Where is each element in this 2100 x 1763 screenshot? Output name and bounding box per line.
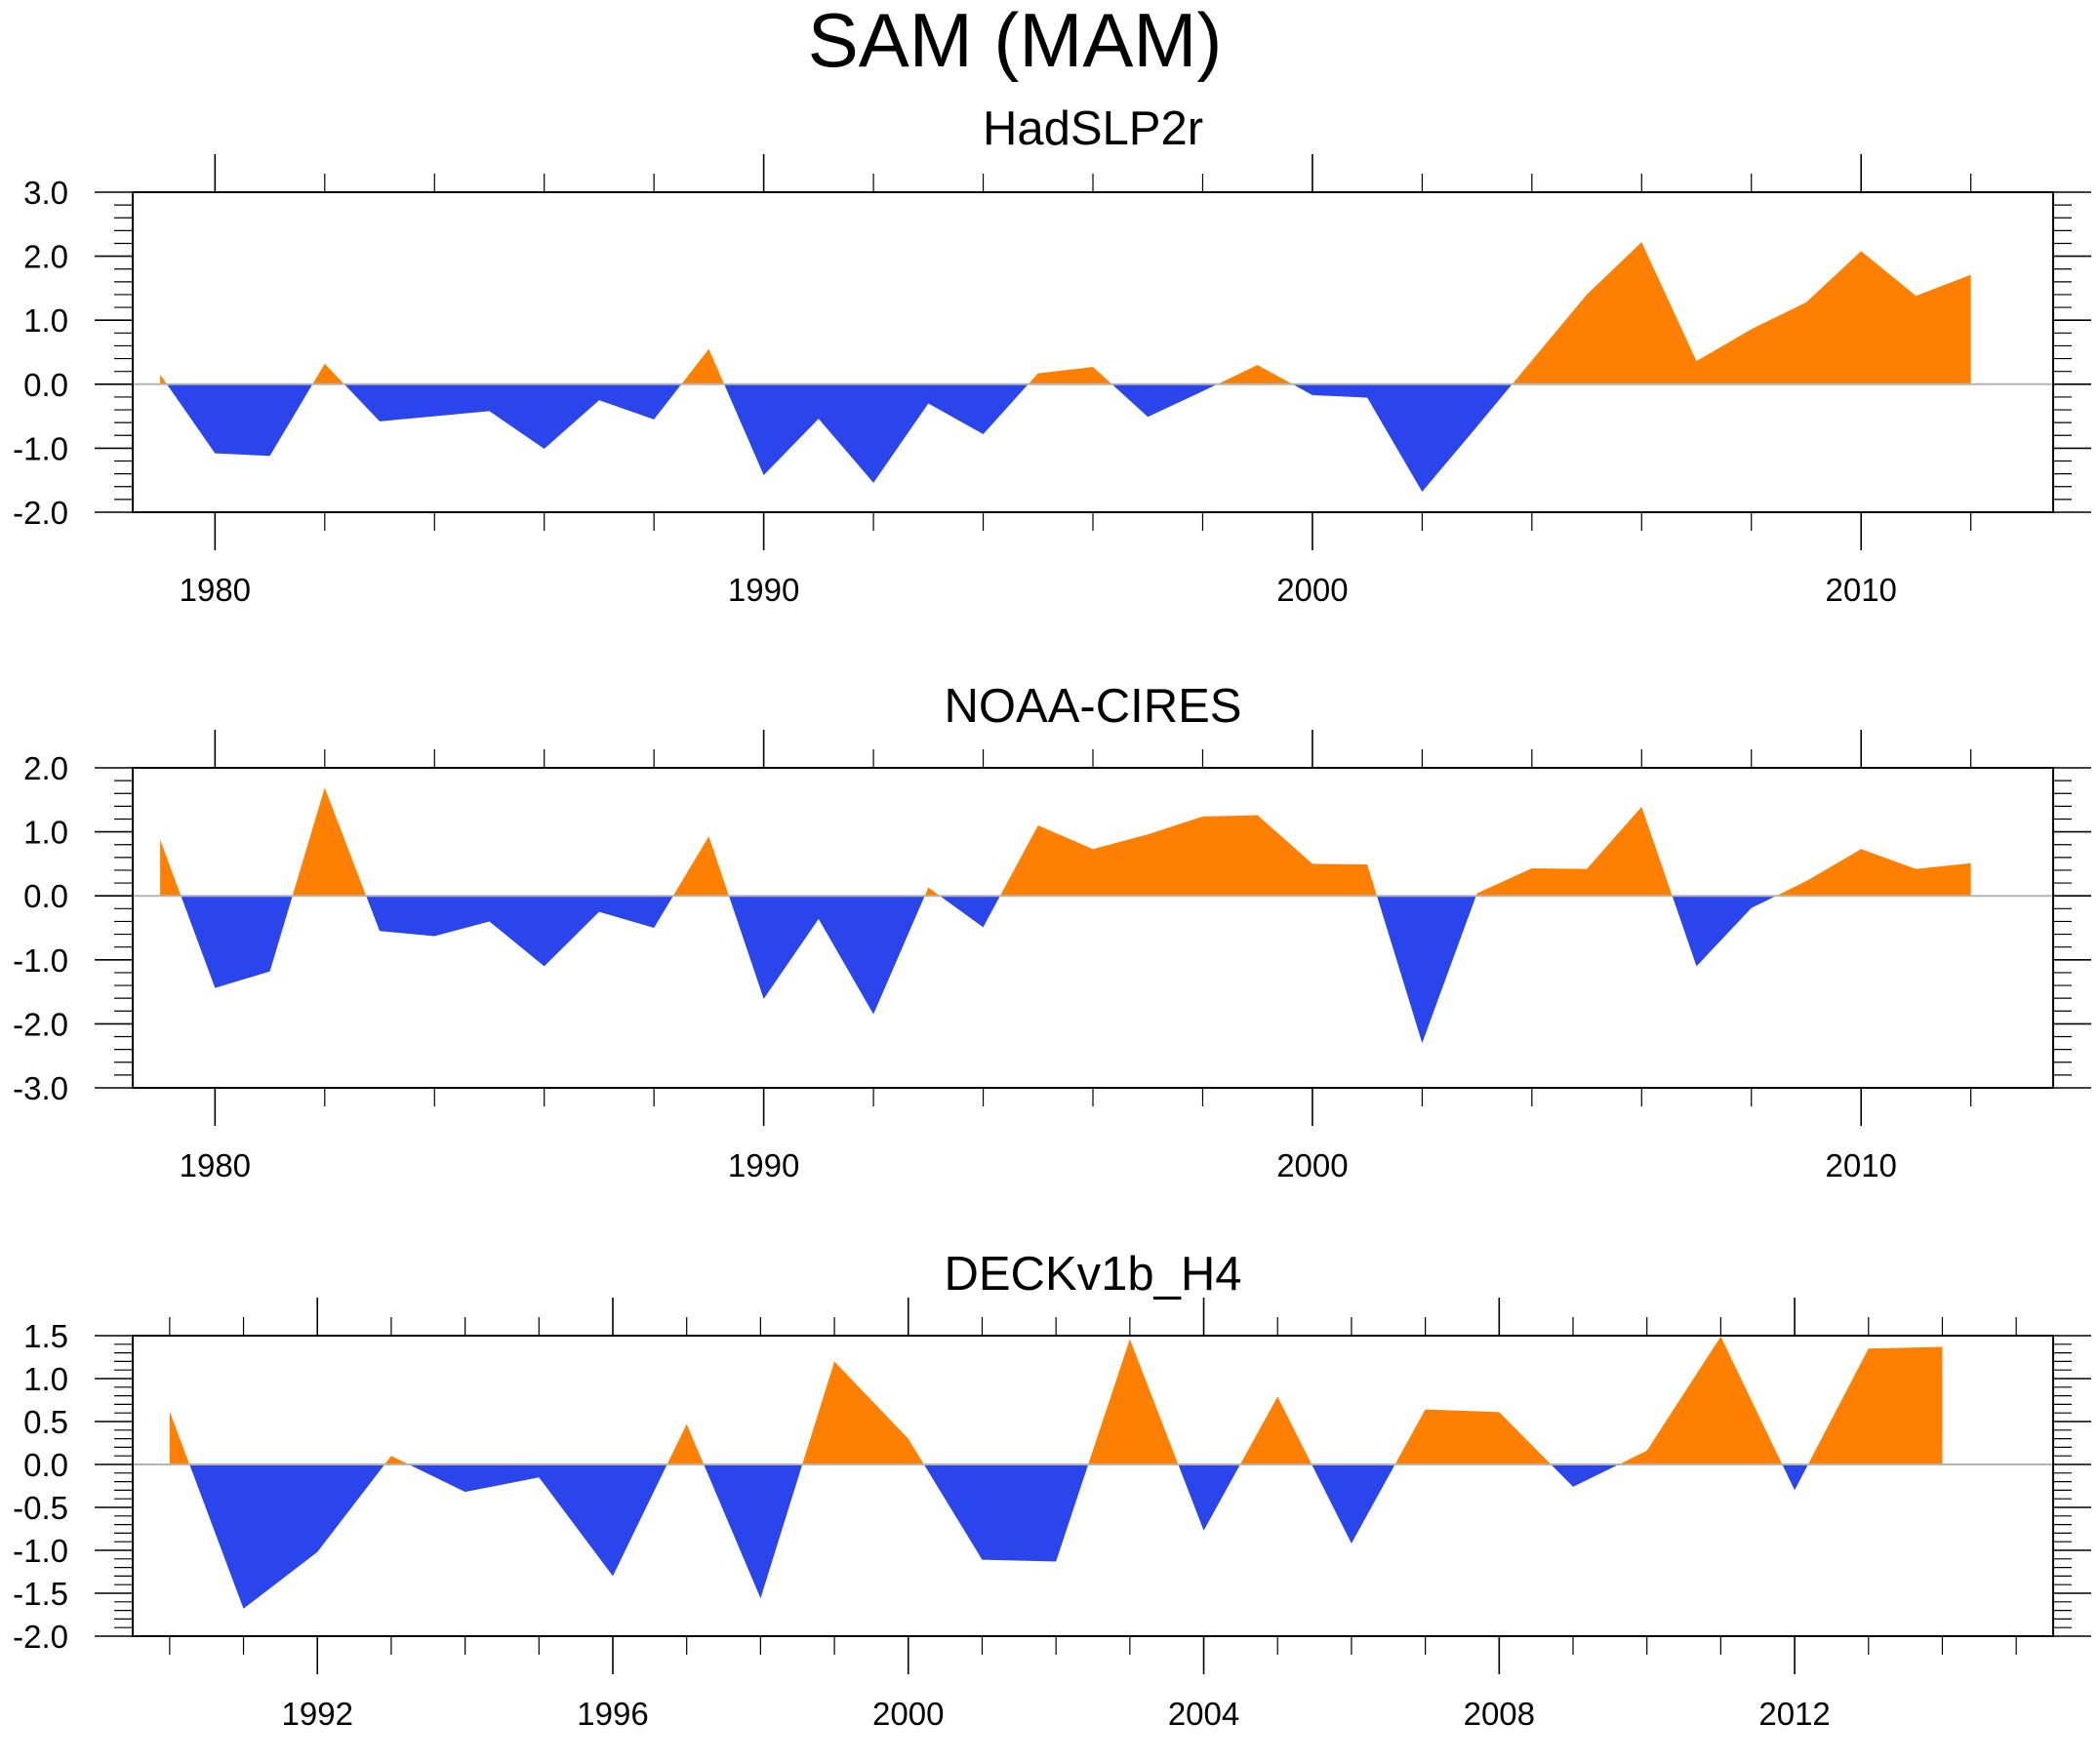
negative-anomaly-area: [724, 383, 1029, 483]
positive-anomaly-area: [1217, 365, 1293, 384]
x-tick-label: 1990: [728, 1147, 799, 1183]
y-tick-label: 0.5: [23, 1404, 68, 1440]
panel-deckv1b-h4: DECKv1b_H4 1992 1996 2000 2004 2008 2012 -2.0 -…: [13, 1248, 2091, 1732]
positive-anomaly-area: [312, 363, 344, 384]
y-tick-label: 0.0: [23, 878, 68, 914]
positive-anomaly-area: [292, 787, 367, 897]
y-tick-label: 1.0: [23, 302, 68, 339]
negative-anomaly-area: [189, 1464, 385, 1609]
y-tick-label: -1.0: [13, 430, 68, 466]
y-tick-label: -1.5: [13, 1576, 68, 1612]
x-tick-label: 2012: [1758, 1696, 1830, 1732]
y-tick-label: -3.0: [13, 1070, 68, 1106]
x-tick-label: 1996: [577, 1696, 648, 1732]
negative-anomaly-area: [1111, 383, 1218, 418]
x-tick-label: 2010: [1825, 572, 1896, 608]
y-tick-label: -0.5: [13, 1490, 68, 1526]
positive-anomaly-area: [160, 839, 182, 897]
negative-anomaly-area: [366, 896, 673, 967]
positive-anomaly-area: [1618, 1336, 1783, 1464]
panel-title: NOAA-CIRES: [945, 680, 1242, 733]
positive-anomaly-area: [1088, 1339, 1179, 1464]
x-tick-label: 1992: [282, 1696, 353, 1732]
negative-anomaly-area: [181, 896, 293, 988]
positive-anomaly-area: [924, 887, 941, 897]
x-tick-label: 2000: [872, 1696, 944, 1732]
figure-title: SAM (MAM): [808, 0, 1223, 83]
positive-anomaly-area: [169, 1411, 190, 1464]
y-tick-label: 1.0: [23, 1361, 68, 1397]
positive-anomaly-area: [160, 374, 167, 384]
negative-anomaly-area: [1312, 1464, 1395, 1543]
negative-anomaly-area: [940, 896, 1000, 928]
positive-anomaly-area: [1239, 1396, 1312, 1464]
negative-anomaly-area: [923, 1464, 1089, 1562]
panel-title: DECKv1b_H4: [944, 1248, 1241, 1301]
y-tick-label: 2.0: [23, 750, 68, 786]
x-tick-label: 1990: [728, 572, 799, 608]
panel-title: HadSLP2r: [983, 102, 1203, 155]
x-tick-label: 1980: [180, 572, 251, 608]
negative-anomaly-area: [728, 896, 925, 1015]
negative-anomaly-area: [166, 383, 313, 457]
negative-anomaly-area: [1292, 383, 1513, 493]
y-tick-label: 3.0: [23, 175, 68, 211]
panel-noaa-cires: NOAA-CIRES 1980 1990 2000 2010 -3.0 -2.0 -1.0 0…: [13, 680, 2091, 1183]
positive-anomaly-area: [999, 815, 1378, 897]
plot-area: 1980 1990 2000 2010 -2.0 -1.0 0.0 1.0 2.0 3.0: [13, 154, 2091, 608]
y-tick-label: 1.5: [23, 1318, 68, 1354]
x-tick-label: 2000: [1276, 572, 1348, 608]
y-tick-label: -2.0: [13, 1619, 68, 1655]
y-tick-label: 2.0: [23, 239, 68, 275]
negative-anomaly-area: [343, 383, 682, 450]
x-tick-label: 2000: [1276, 1147, 1348, 1183]
panel-hadslp2r: HadSLP2r 1980 1990 2000 2010 -2.0 -1.0 0.0 1.0 2…: [13, 102, 2091, 608]
positive-anomaly-area: [1394, 1409, 1552, 1464]
x-tick-label: 2008: [1464, 1696, 1535, 1732]
positive-anomaly-area: [384, 1456, 409, 1464]
plot-area: 1992 1996 2000 2004 2008 2012 -2.0 -1.5 -1.0 -0.5…: [13, 1298, 2091, 1732]
negative-anomaly-area: [1178, 1464, 1240, 1531]
positive-anomaly-area: [1512, 242, 1971, 384]
negative-anomaly-area: [1551, 1464, 1619, 1487]
positive-anomaly-area: [1475, 807, 1673, 897]
negative-anomaly-area: [408, 1464, 667, 1577]
y-tick-label: 0.0: [23, 1447, 68, 1483]
positive-anomaly-area: [681, 348, 725, 384]
negative-anomaly-area: [1672, 896, 1777, 967]
y-tick-label: -2.0: [13, 1006, 68, 1042]
positive-anomaly-area: [802, 1361, 924, 1464]
y-tick-label: -1.0: [13, 942, 68, 979]
plot-area: 1980 1990 2000 2010 -3.0 -2.0 -1.0 0.0 1.0 2.0: [13, 730, 2091, 1183]
x-tick-label: 2010: [1825, 1147, 1896, 1183]
y-tick-label: -2.0: [13, 495, 68, 531]
plot-frame: [132, 1335, 2054, 1637]
y-tick-label: 1.0: [23, 815, 68, 851]
positive-anomaly-area: [666, 1423, 705, 1464]
x-tick-label: 1980: [180, 1147, 251, 1183]
positive-anomaly-area: [672, 836, 729, 897]
positive-anomaly-area: [1028, 367, 1112, 384]
y-tick-label: 0.0: [23, 367, 68, 403]
negative-anomaly-area: [1782, 1464, 1808, 1491]
y-tick-label: -1.0: [13, 1533, 68, 1569]
negative-anomaly-area: [704, 1464, 803, 1599]
positive-anomaly-area: [1807, 1346, 1943, 1464]
negative-anomaly-area: [1377, 896, 1476, 1044]
positive-anomaly-area: [1776, 849, 1971, 897]
x-tick-label: 2004: [1168, 1696, 1239, 1732]
